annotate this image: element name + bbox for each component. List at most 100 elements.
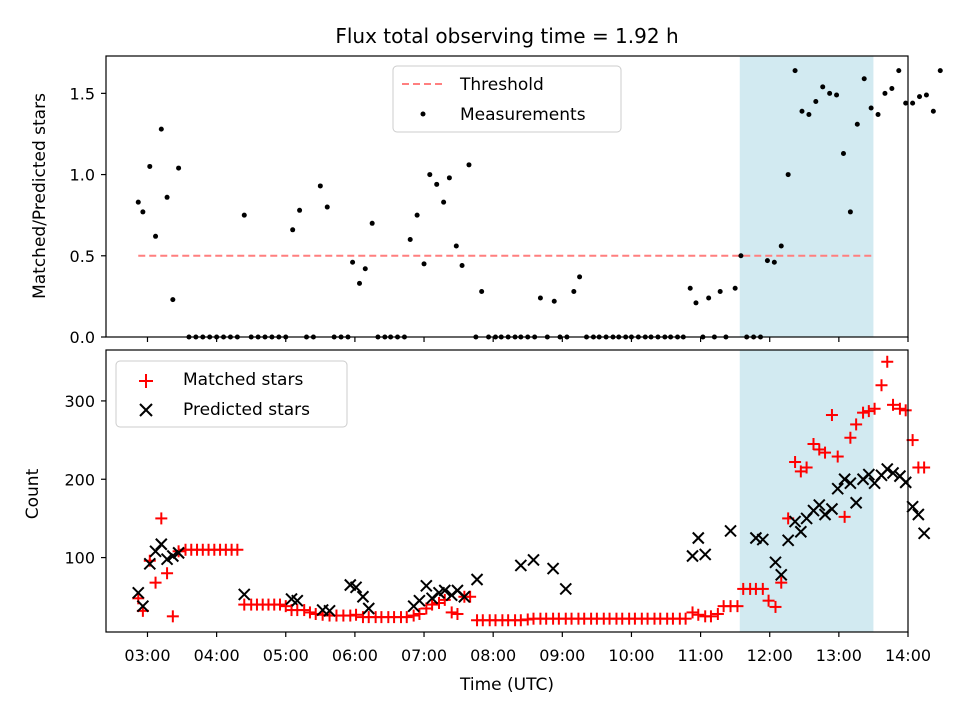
measurement-point [840, 150, 846, 156]
predicted-legend-label: Predicted stars [183, 400, 310, 420]
measurement-point [158, 126, 164, 132]
chart-title: Flux total observing time = 1.92 h [335, 24, 678, 48]
top-legend: Threshold Measurements [392, 65, 622, 133]
x-tick-label: 13:00 [816, 646, 862, 665]
matched-star-point [868, 402, 881, 415]
matched-star-point [445, 606, 458, 619]
matched-star-point [906, 434, 919, 447]
matched-star-point [400, 611, 413, 624]
measurement-point [930, 108, 936, 114]
predicted-star-point [698, 548, 712, 561]
predicted-star-point [813, 498, 826, 512]
measurement-point [792, 68, 798, 74]
predicted-legend-swatch [139, 403, 153, 417]
y-tick-label: 0.0 [70, 328, 95, 347]
measurement-point [446, 175, 452, 181]
ratio-panel: 0.0 0.5 1.0 1.5 Matched/Predicted stars Thr… [30, 55, 943, 347]
predicted-star-point [438, 584, 451, 597]
predicted-star-point [323, 604, 336, 618]
measurement-point [917, 94, 923, 100]
predicted-star-point [899, 476, 912, 489]
top-axes-frame [105, 55, 909, 338]
x-axis-label: Time (UTC) [459, 675, 554, 695]
predicted-star-point [844, 476, 857, 490]
matched-star-point [686, 606, 699, 619]
measurement-point [441, 199, 447, 205]
measurement-point [170, 297, 176, 303]
measurement-point [799, 108, 805, 114]
matched-star-point [844, 431, 857, 444]
measurement-point [135, 199, 141, 205]
measurement-point [806, 111, 812, 117]
matched-star-point [433, 597, 446, 610]
predicted-star-point [724, 524, 737, 538]
matched-stars-series [132, 355, 931, 627]
predicted-star-point [349, 581, 363, 594]
measurement-point [813, 98, 819, 104]
measurement-point [459, 263, 465, 269]
predicted-star-point [238, 588, 251, 601]
matched-star-point [438, 593, 451, 606]
measurement-point [903, 100, 909, 106]
x-tick-label: 08:00 [470, 646, 516, 665]
predicted-star-point [686, 549, 699, 563]
measurement-point [687, 285, 693, 291]
measurement-point [479, 289, 485, 295]
x-tick-label: 05:00 [263, 646, 309, 665]
matched-star-point [893, 402, 906, 415]
top-legend-box [392, 65, 622, 133]
measurement-point [290, 227, 296, 233]
x-tick-label: 09:00 [539, 646, 585, 665]
y-tick-label: 1.0 [70, 166, 95, 185]
y-tick-label: 200 [64, 470, 95, 489]
matched-star-point [762, 594, 775, 607]
predicted-star-point [862, 468, 876, 481]
predicted-star-point [291, 594, 304, 607]
predicted-star-point [881, 462, 894, 476]
matched-star-point [166, 610, 179, 623]
x-tick-label: 10:00 [608, 646, 654, 665]
predicted-star-point [136, 599, 150, 613]
top-y-ticks: 0.0 0.5 1.0 1.5 [70, 84, 106, 347]
measurement-point [923, 92, 929, 98]
top-x-ticks [146, 337, 909, 342]
predicted-star-point [356, 590, 370, 603]
matched-star-point [789, 456, 802, 469]
predicted-star-point [775, 568, 788, 582]
x-tick-label: 11:00 [678, 646, 724, 665]
matched-star-point [800, 461, 813, 474]
predicted-star-point [425, 592, 439, 605]
measurement-point [434, 181, 440, 187]
measurement-point [771, 259, 777, 265]
measurement-point [889, 85, 895, 91]
predicted-star-point [886, 466, 900, 480]
bottom-legend: Matched stars Predicted stars [115, 360, 348, 428]
matched-star-point [704, 610, 717, 623]
predicted-star-point [794, 525, 808, 538]
bottom-y-axis-label: Count [23, 468, 43, 519]
threshold-legend-label: Threshold [459, 75, 544, 95]
predicted-star-point [917, 527, 931, 540]
predicted-star-point [143, 557, 156, 571]
matched-star-point [731, 600, 744, 613]
y-tick-label: 300 [64, 392, 95, 411]
measurement-point [861, 76, 867, 82]
matched-star-point [231, 543, 244, 556]
x-tick-label: 03:00 [124, 646, 170, 665]
measurement-point [910, 100, 916, 106]
matched-star-point [451, 607, 464, 620]
measurement-point [140, 209, 146, 215]
measurement-point [834, 92, 840, 98]
predicted-star-point [831, 482, 844, 495]
predicted-star-point [769, 556, 782, 569]
measurement-point [577, 274, 583, 280]
matched-star-point [887, 398, 900, 411]
matched-star-point [857, 406, 870, 419]
measurement-point [785, 172, 791, 178]
measurement-point [153, 233, 159, 239]
measurement-point [362, 266, 368, 272]
measurement-point [357, 280, 363, 286]
matched-star-point [273, 598, 286, 611]
matched-star-point [298, 604, 311, 617]
